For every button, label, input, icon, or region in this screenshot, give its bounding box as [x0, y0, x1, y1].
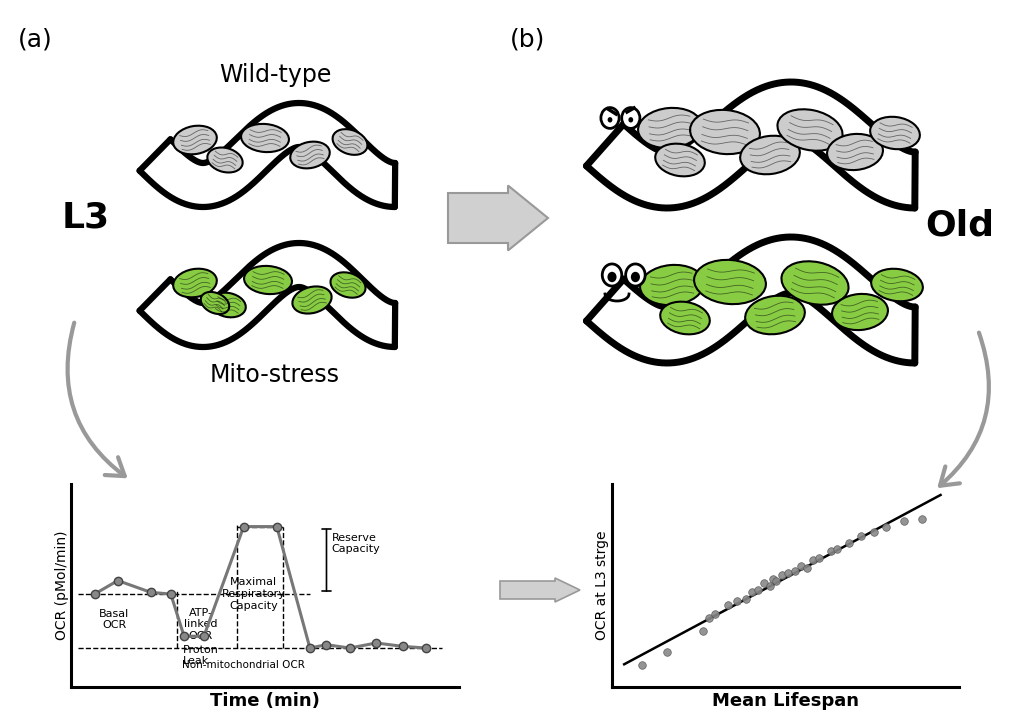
Ellipse shape: [201, 292, 229, 314]
Point: [634, 659, 650, 671]
Ellipse shape: [826, 134, 882, 170]
Point: [913, 513, 929, 525]
Point: [749, 584, 765, 596]
Ellipse shape: [601, 264, 622, 286]
Ellipse shape: [173, 126, 217, 154]
Point: [694, 625, 710, 637]
Point: [706, 608, 722, 620]
Text: Old: Old: [924, 208, 994, 242]
Point: [761, 580, 777, 591]
Point: [841, 536, 857, 548]
Text: Wild-type: Wild-type: [219, 63, 331, 87]
FancyArrow shape: [447, 186, 547, 250]
Point: [658, 646, 675, 658]
Ellipse shape: [207, 147, 243, 173]
Ellipse shape: [745, 296, 804, 334]
FancyArrow shape: [499, 578, 580, 602]
Ellipse shape: [607, 117, 611, 122]
Ellipse shape: [607, 272, 615, 282]
Ellipse shape: [870, 269, 922, 301]
Ellipse shape: [659, 301, 709, 334]
X-axis label: Mean Lifespan: Mean Lifespan: [711, 693, 858, 711]
Text: Proton
Leak: Proton Leak: [182, 645, 218, 667]
Ellipse shape: [600, 108, 619, 129]
Ellipse shape: [332, 129, 367, 155]
Ellipse shape: [832, 294, 888, 330]
Point: [828, 543, 845, 555]
Ellipse shape: [654, 144, 704, 176]
FancyArrowPatch shape: [67, 322, 124, 476]
Point: [718, 599, 735, 611]
Point: [755, 578, 771, 589]
Ellipse shape: [630, 272, 639, 282]
Ellipse shape: [625, 264, 644, 286]
Polygon shape: [140, 103, 394, 207]
Ellipse shape: [173, 269, 217, 297]
Polygon shape: [586, 237, 914, 363]
Text: Non-mitochondrial OCR: Non-mitochondrial OCR: [182, 660, 305, 670]
Ellipse shape: [740, 136, 799, 174]
Ellipse shape: [628, 117, 633, 122]
Point: [822, 545, 839, 557]
Text: (b): (b): [510, 28, 545, 52]
Text: L3: L3: [62, 201, 110, 235]
Ellipse shape: [290, 142, 329, 168]
Point: [700, 612, 716, 624]
Point: [876, 522, 893, 534]
Point: [810, 552, 826, 563]
Text: Basal
OCR: Basal OCR: [99, 609, 129, 630]
Ellipse shape: [640, 265, 703, 305]
Text: ATP-
linked
OCR: ATP- linked OCR: [183, 607, 217, 641]
X-axis label: Time (min): Time (min): [210, 693, 320, 711]
Point: [786, 565, 802, 576]
FancyArrowPatch shape: [940, 333, 988, 486]
Ellipse shape: [210, 293, 246, 317]
Point: [895, 515, 911, 527]
Point: [804, 554, 820, 565]
Ellipse shape: [240, 124, 288, 152]
Ellipse shape: [330, 273, 365, 298]
Ellipse shape: [693, 260, 765, 304]
Ellipse shape: [869, 117, 919, 149]
Y-axis label: OCR at L3 strge: OCR at L3 strge: [595, 531, 608, 641]
Y-axis label: OCR (pMol/min): OCR (pMol/min): [55, 531, 68, 641]
Polygon shape: [586, 82, 914, 208]
Point: [864, 526, 880, 538]
Point: [792, 560, 808, 572]
Point: [767, 576, 784, 587]
Ellipse shape: [638, 108, 701, 148]
Ellipse shape: [690, 110, 759, 154]
Point: [853, 530, 869, 542]
Text: Reserve
Capacity: Reserve Capacity: [331, 533, 380, 555]
Point: [798, 562, 814, 574]
Point: [773, 569, 790, 581]
Point: [728, 595, 744, 607]
Point: [743, 586, 759, 598]
Ellipse shape: [292, 286, 331, 314]
Point: [737, 593, 753, 604]
Polygon shape: [140, 243, 394, 347]
Ellipse shape: [244, 266, 291, 294]
Ellipse shape: [781, 261, 848, 304]
Ellipse shape: [622, 108, 639, 129]
Text: (a): (a): [18, 28, 53, 52]
Point: [780, 567, 796, 578]
Text: Maximal
Respiratory
Capacity: Maximal Respiratory Capacity: [221, 578, 285, 611]
Ellipse shape: [776, 109, 842, 150]
Point: [764, 573, 781, 585]
Text: Mito-stress: Mito-stress: [210, 363, 339, 387]
